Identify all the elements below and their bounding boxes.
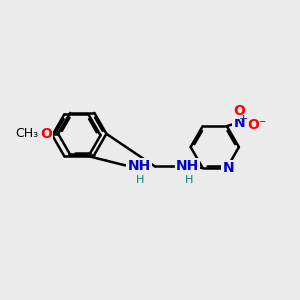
Text: +: + xyxy=(238,114,248,124)
Text: H: H xyxy=(136,175,144,185)
Text: O: O xyxy=(40,127,52,141)
Text: O: O xyxy=(233,104,245,118)
Text: O⁻: O⁻ xyxy=(247,118,266,132)
Text: CH₃: CH₃ xyxy=(13,129,36,142)
Text: NH: NH xyxy=(128,160,151,173)
Text: N: N xyxy=(233,116,245,130)
Text: H: H xyxy=(185,175,193,185)
Text: NH: NH xyxy=(176,160,199,173)
Text: O: O xyxy=(34,128,46,142)
Text: N: N xyxy=(223,161,234,175)
Text: CH₃: CH₃ xyxy=(15,127,38,140)
